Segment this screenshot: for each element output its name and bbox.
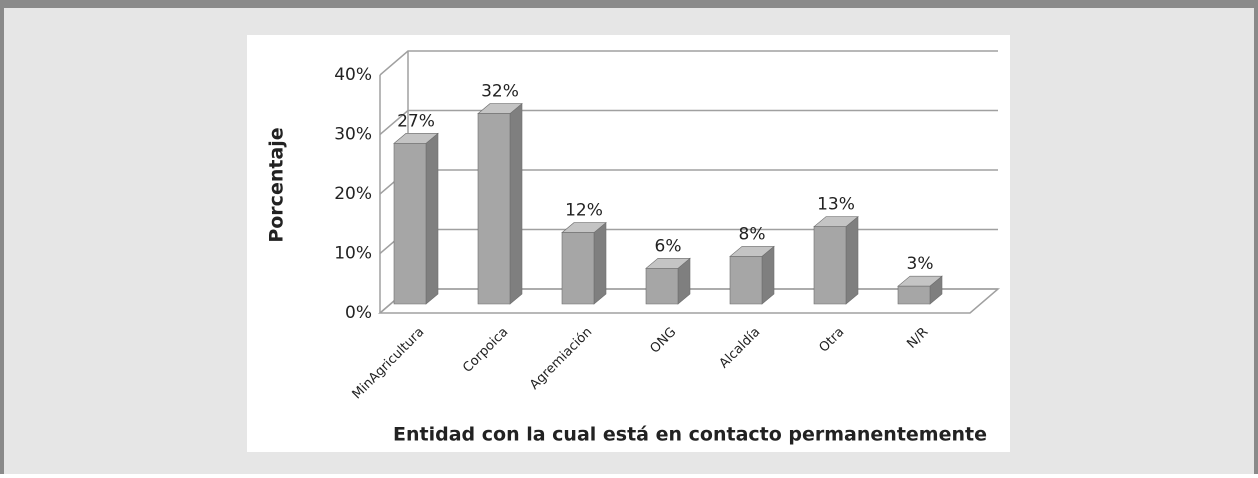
bar-front — [393, 143, 427, 305]
bar — [393, 132, 439, 305]
bar-front — [477, 113, 511, 305]
y-tick-label: 0% — [345, 303, 372, 323]
bar — [729, 245, 775, 305]
y-tick-label: 30% — [334, 125, 372, 145]
y-axis-title: Porcentaje — [266, 127, 288, 242]
bar-front — [897, 285, 931, 305]
value-label: 13% — [817, 195, 855, 215]
bar — [477, 102, 523, 305]
frame-left — [0, 0, 4, 474]
value-label: 27% — [397, 111, 435, 131]
chart-panel — [247, 35, 1010, 452]
y-tick-label: 20% — [334, 184, 372, 204]
bar-front — [729, 256, 763, 305]
bar — [897, 275, 943, 305]
x-axis-title: Entidad con la cual está en contacto per… — [393, 424, 987, 446]
bar-front — [645, 267, 679, 305]
frame-right — [1254, 0, 1258, 474]
value-label: 8% — [739, 224, 766, 244]
bar — [813, 216, 859, 305]
bar-front — [561, 232, 595, 305]
bar-side — [509, 102, 523, 305]
bar-side — [845, 216, 859, 305]
value-label: 12% — [565, 201, 603, 221]
grid-line — [379, 50, 998, 76]
bar-side — [425, 132, 439, 305]
bar — [645, 257, 691, 305]
bar — [561, 221, 607, 305]
y-tick-label: 40% — [334, 65, 372, 85]
bar-front — [813, 226, 847, 305]
frame-top — [0, 0, 1258, 8]
value-label: 32% — [481, 82, 519, 102]
value-label: 3% — [907, 254, 934, 274]
y-tick-label: 10% — [334, 244, 372, 264]
grid-line — [379, 109, 998, 136]
value-label: 6% — [655, 236, 682, 256]
bar-side — [593, 221, 607, 305]
